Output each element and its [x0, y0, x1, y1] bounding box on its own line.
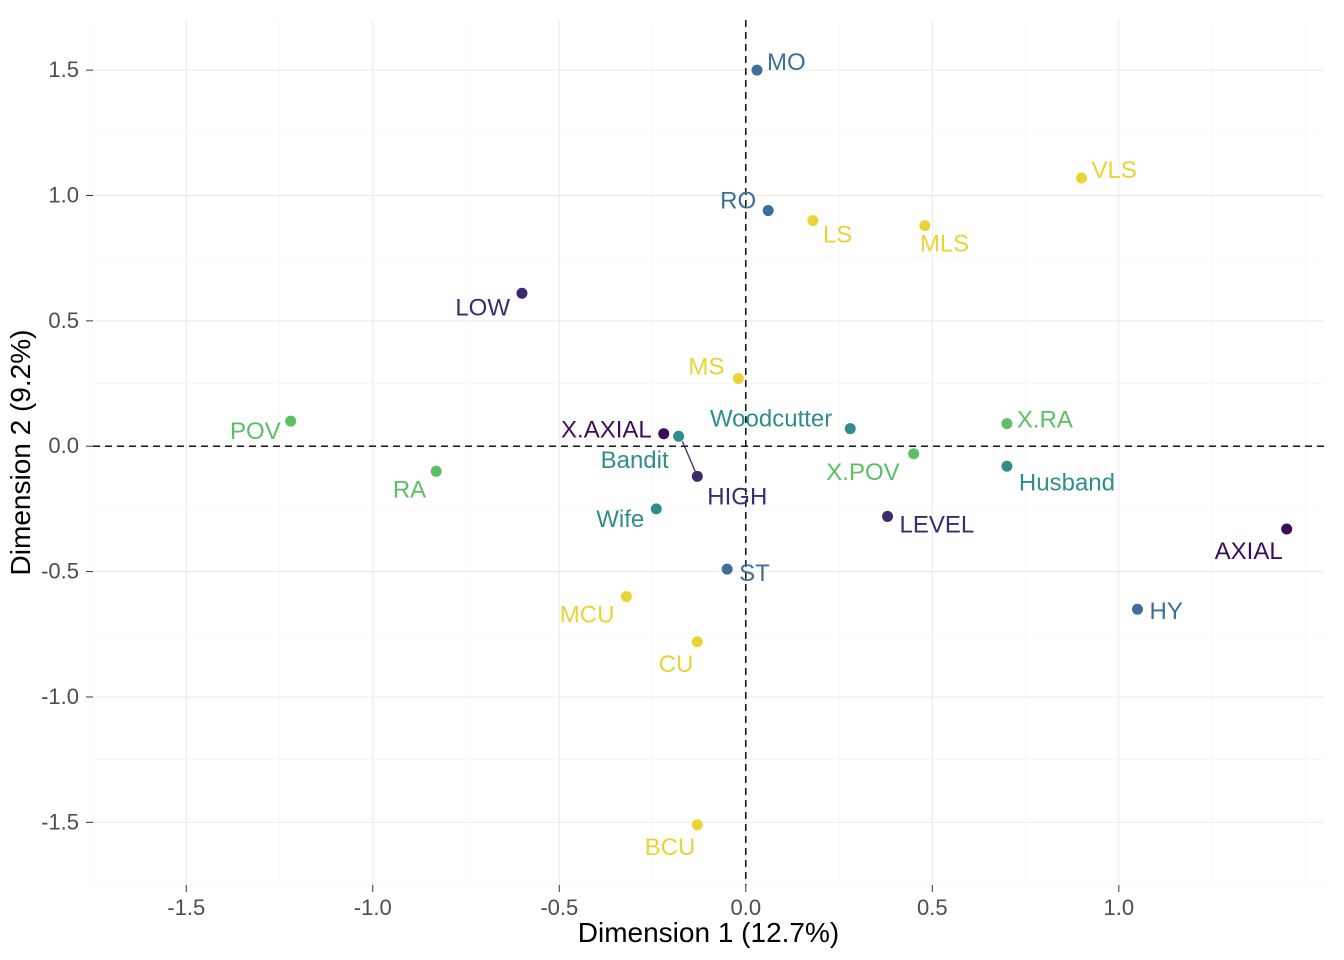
data-point [722, 564, 733, 575]
x-axis-title: Dimension 1 (12.7%) [578, 917, 839, 948]
y-tick-label: 1.5 [48, 57, 79, 82]
x-tick-label: -1.0 [354, 895, 392, 920]
data-point-label: RO [720, 188, 756, 215]
data-point [908, 448, 919, 459]
y-tick-label: 1.0 [48, 183, 79, 208]
data-point [919, 220, 930, 231]
y-tick-label: 0.5 [48, 308, 79, 333]
data-point [751, 65, 762, 76]
data-point-label: ST [739, 560, 770, 587]
data-point-label: LS [823, 222, 852, 249]
data-point [1076, 172, 1087, 183]
y-tick-label: -1.5 [41, 809, 79, 834]
data-point-label: HY [1149, 598, 1182, 625]
data-point-label: LOW [455, 294, 510, 321]
data-point [658, 428, 669, 439]
x-tick-label: 1.0 [1104, 895, 1135, 920]
plot-panel [93, 20, 1324, 885]
data-point [1132, 604, 1143, 615]
data-point-label: Woodcutter [710, 406, 832, 433]
data-point-label: X.POV [826, 459, 899, 486]
scatter-chart: -1.5-1.0-0.50.00.51.0-1.5-1.0-0.50.00.51… [0, 0, 1344, 960]
y-tick-label: -0.5 [41, 559, 79, 584]
data-point [651, 503, 662, 514]
data-point [516, 288, 527, 299]
data-point [1281, 523, 1292, 534]
data-point [807, 215, 818, 226]
data-point-label: MCU [560, 602, 615, 629]
data-point [431, 466, 442, 477]
data-point-label: X.RA [1017, 407, 1073, 434]
data-point-label: CU [659, 651, 694, 678]
data-point [692, 819, 703, 830]
data-point-label: VLS [1092, 157, 1137, 184]
chart-svg: -1.5-1.0-0.50.00.51.0-1.5-1.0-0.50.00.51… [0, 0, 1344, 960]
data-point-label: RA [393, 476, 426, 503]
data-point [1001, 461, 1012, 472]
x-tick-label: 0.5 [917, 895, 948, 920]
data-point [733, 373, 744, 384]
data-point-label: POV [230, 418, 281, 445]
data-point-label: LEVEL [900, 511, 975, 538]
x-tick-label: -0.5 [540, 895, 578, 920]
y-tick-label: 0.0 [48, 433, 79, 458]
data-point [673, 431, 684, 442]
x-tick-label: -1.5 [167, 895, 205, 920]
data-point [621, 591, 632, 602]
data-point-label: BCU [645, 834, 696, 861]
data-point [285, 416, 296, 427]
data-point [763, 205, 774, 216]
data-point [1001, 418, 1012, 429]
data-point [692, 471, 703, 482]
data-point-label: Wife [596, 506, 644, 533]
data-point-label: Bandit [601, 447, 669, 474]
data-point-label: MLS [920, 231, 969, 258]
data-point-label: HIGH [707, 483, 767, 510]
data-point [692, 636, 703, 647]
data-point-label: MS [688, 354, 724, 381]
data-point-label: MO [767, 49, 806, 76]
data-point [845, 423, 856, 434]
y-axis-title: Dimension 2 (9.2%) [5, 330, 36, 576]
data-point-label: Husband [1019, 469, 1115, 496]
data-point-label: AXIAL [1215, 538, 1283, 565]
data-point-label: X.AXIAL [561, 417, 652, 444]
data-point [882, 511, 893, 522]
y-tick-label: -1.0 [41, 684, 79, 709]
